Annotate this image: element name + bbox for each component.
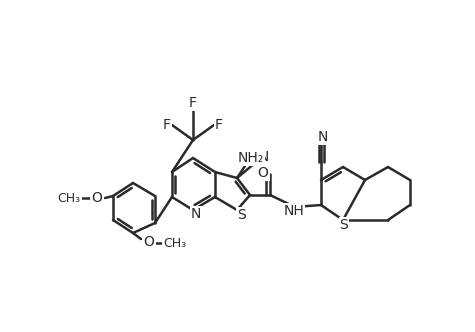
Text: S: S (340, 218, 348, 232)
Text: NH: NH (284, 204, 304, 218)
Text: F: F (215, 118, 223, 132)
Text: F: F (163, 118, 171, 132)
Text: O: O (92, 191, 103, 205)
Text: F: F (189, 96, 197, 110)
Text: S: S (237, 208, 246, 222)
Text: N: N (318, 130, 328, 144)
Text: O: O (143, 235, 154, 249)
Text: CH₃: CH₃ (57, 192, 81, 205)
Text: N: N (191, 207, 201, 221)
Text: O: O (257, 166, 268, 180)
Text: CH₃: CH₃ (163, 236, 187, 250)
Text: NH₂: NH₂ (238, 151, 264, 165)
Text: H₂N: H₂N (244, 150, 270, 164)
